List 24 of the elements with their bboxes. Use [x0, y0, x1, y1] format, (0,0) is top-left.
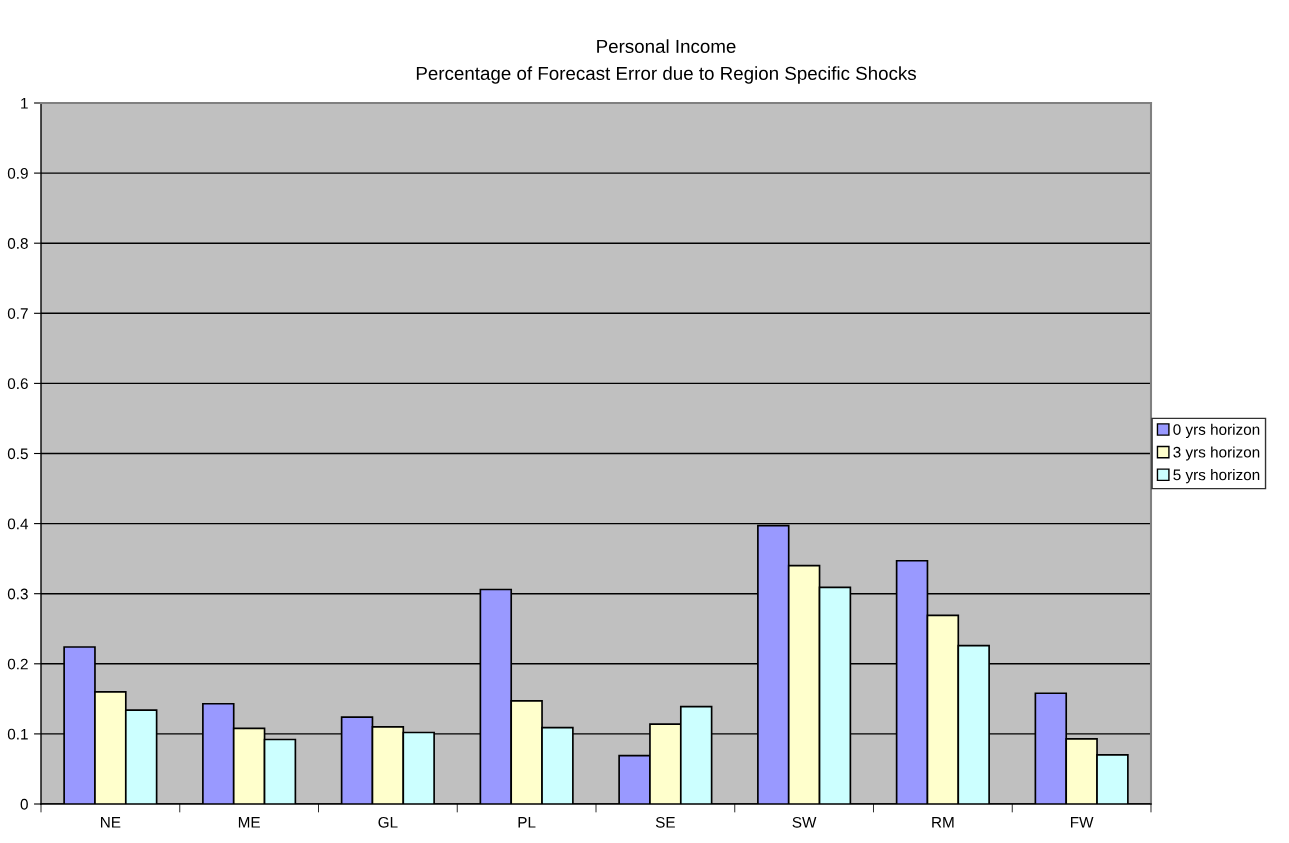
legend-label: 3 yrs horizon	[1173, 446, 1260, 461]
x-tick-label: RM	[932, 817, 954, 828]
y-tick-label: 0.9	[7, 167, 28, 179]
x-tick-label: GL	[378, 816, 398, 828]
y-tick-label: 0.8	[7, 238, 28, 249]
y-tick-label: 0.7	[7, 308, 28, 319]
y-tick-label: 0.2	[7, 658, 28, 670]
y-tick-label: 0	[20, 798, 28, 810]
y-tick-label: 0.3	[7, 588, 28, 600]
x-tick-label: SE	[655, 816, 675, 828]
chart-subtitle: Percentage of Forecast Error due to Region Specific Shocks	[416, 66, 916, 84]
y-tick-label: 0.4	[7, 518, 29, 530]
legend-label: 5 yrs horizon	[1173, 469, 1260, 484]
x-tick-label: ME	[238, 817, 260, 828]
x-tick-label: SW	[792, 816, 817, 828]
legend-label: 0 yrs horizon	[1173, 423, 1260, 438]
y-tick-label: 0.1	[7, 728, 28, 740]
y-tick-label: 0.5	[7, 448, 28, 460]
chart-title: Personal Income	[597, 39, 736, 54]
y-tick-label: 0.6	[7, 378, 28, 390]
x-tick-label: FW	[1071, 817, 1094, 828]
x-tick-label: PL	[518, 817, 536, 828]
x-tick-label: NE	[101, 817, 121, 828]
y-tick-label: 1	[21, 98, 28, 109]
